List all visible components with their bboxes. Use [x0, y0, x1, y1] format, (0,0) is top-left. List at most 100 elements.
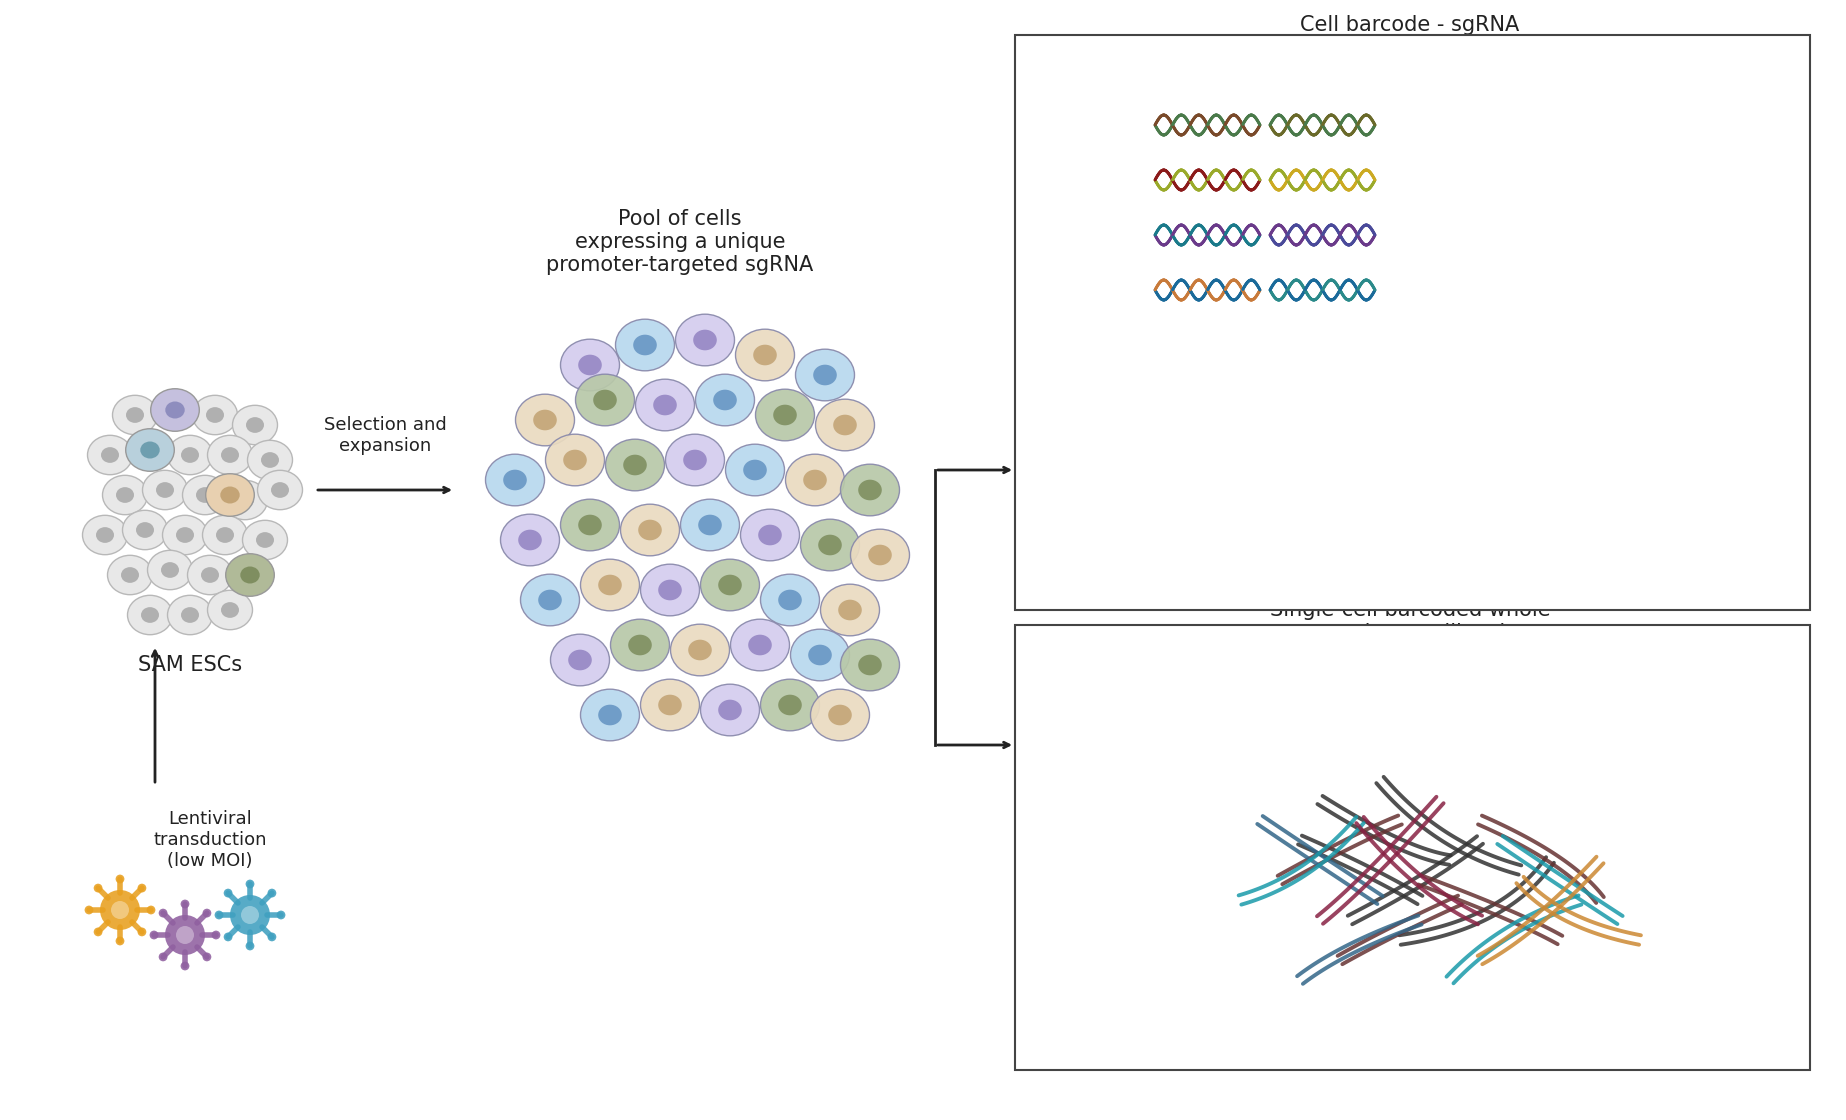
Ellipse shape — [851, 529, 910, 581]
Text: ...: ... — [1541, 326, 1558, 344]
Ellipse shape — [113, 395, 157, 435]
Circle shape — [175, 926, 194, 944]
Ellipse shape — [166, 401, 185, 419]
Ellipse shape — [748, 635, 772, 655]
Text: Lentiviral
transduction
(low MOI): Lentiviral transduction (low MOI) — [153, 810, 268, 869]
Ellipse shape — [814, 365, 836, 385]
Text: SAM ESCs: SAM ESCs — [138, 655, 242, 675]
Ellipse shape — [773, 404, 797, 426]
Ellipse shape — [563, 449, 587, 470]
Ellipse shape — [561, 339, 620, 391]
Ellipse shape — [833, 414, 857, 436]
Ellipse shape — [533, 410, 557, 430]
Ellipse shape — [550, 634, 609, 685]
Ellipse shape — [207, 408, 223, 423]
Ellipse shape — [635, 380, 694, 431]
Text: Barcode 3: Barcode 3 — [1036, 227, 1113, 243]
Ellipse shape — [639, 520, 663, 540]
Ellipse shape — [216, 528, 234, 543]
Ellipse shape — [519, 530, 541, 550]
Ellipse shape — [576, 374, 635, 426]
Ellipse shape — [166, 402, 185, 418]
Ellipse shape — [225, 553, 275, 596]
Ellipse shape — [175, 528, 194, 543]
Text: Barcode 1: Barcode 1 — [1036, 118, 1113, 132]
Ellipse shape — [247, 440, 292, 479]
Ellipse shape — [689, 640, 713, 661]
Ellipse shape — [183, 475, 227, 515]
Circle shape — [116, 875, 124, 884]
Ellipse shape — [240, 567, 260, 584]
Ellipse shape — [142, 470, 188, 510]
Circle shape — [94, 927, 103, 936]
Ellipse shape — [681, 500, 740, 551]
Ellipse shape — [653, 394, 677, 416]
Circle shape — [94, 884, 103, 893]
Ellipse shape — [246, 417, 264, 432]
Ellipse shape — [137, 522, 153, 538]
Ellipse shape — [744, 459, 766, 480]
Ellipse shape — [820, 585, 879, 636]
Ellipse shape — [157, 482, 174, 498]
Ellipse shape — [580, 559, 639, 610]
Ellipse shape — [96, 528, 114, 543]
Ellipse shape — [753, 345, 777, 365]
Ellipse shape — [515, 394, 574, 446]
Ellipse shape — [840, 464, 899, 516]
Ellipse shape — [759, 524, 783, 545]
Ellipse shape — [504, 469, 526, 491]
Circle shape — [231, 895, 270, 935]
Circle shape — [242, 906, 258, 924]
Ellipse shape — [731, 619, 790, 671]
Ellipse shape — [83, 515, 127, 554]
Ellipse shape — [796, 349, 855, 401]
Ellipse shape — [196, 487, 214, 503]
Ellipse shape — [127, 430, 172, 469]
Ellipse shape — [858, 655, 882, 675]
Ellipse shape — [207, 436, 253, 475]
Ellipse shape — [761, 575, 820, 626]
Ellipse shape — [521, 575, 580, 626]
Circle shape — [159, 908, 168, 917]
Ellipse shape — [818, 534, 842, 556]
Ellipse shape — [257, 532, 273, 548]
Ellipse shape — [205, 474, 255, 516]
Ellipse shape — [790, 629, 849, 681]
Ellipse shape — [696, 374, 755, 426]
Ellipse shape — [838, 599, 862, 620]
Ellipse shape — [700, 684, 759, 736]
Ellipse shape — [148, 550, 192, 590]
Ellipse shape — [659, 580, 681, 600]
Ellipse shape — [718, 700, 742, 720]
Ellipse shape — [201, 567, 220, 582]
Ellipse shape — [676, 315, 735, 366]
Ellipse shape — [659, 694, 681, 716]
Ellipse shape — [641, 679, 700, 731]
Ellipse shape — [670, 624, 729, 675]
Ellipse shape — [868, 544, 892, 566]
Text: sgRNA 2: sgRNA 2 — [1416, 172, 1480, 187]
Circle shape — [181, 899, 190, 908]
Ellipse shape — [809, 645, 833, 665]
Circle shape — [268, 888, 277, 897]
Ellipse shape — [666, 435, 724, 486]
Ellipse shape — [181, 447, 199, 463]
Ellipse shape — [569, 650, 593, 671]
Ellipse shape — [713, 390, 737, 410]
Ellipse shape — [683, 449, 707, 470]
Ellipse shape — [151, 389, 199, 431]
Ellipse shape — [207, 590, 253, 629]
Ellipse shape — [840, 640, 899, 691]
Ellipse shape — [102, 447, 118, 463]
Text: Barcode 4: Barcode 4 — [1036, 282, 1113, 298]
Ellipse shape — [222, 603, 238, 618]
Ellipse shape — [633, 335, 657, 355]
Circle shape — [181, 962, 190, 970]
Ellipse shape — [168, 436, 212, 475]
Ellipse shape — [103, 475, 148, 515]
Ellipse shape — [801, 520, 860, 571]
Ellipse shape — [153, 390, 198, 430]
Ellipse shape — [116, 487, 135, 503]
Ellipse shape — [694, 329, 716, 351]
Ellipse shape — [222, 447, 238, 463]
